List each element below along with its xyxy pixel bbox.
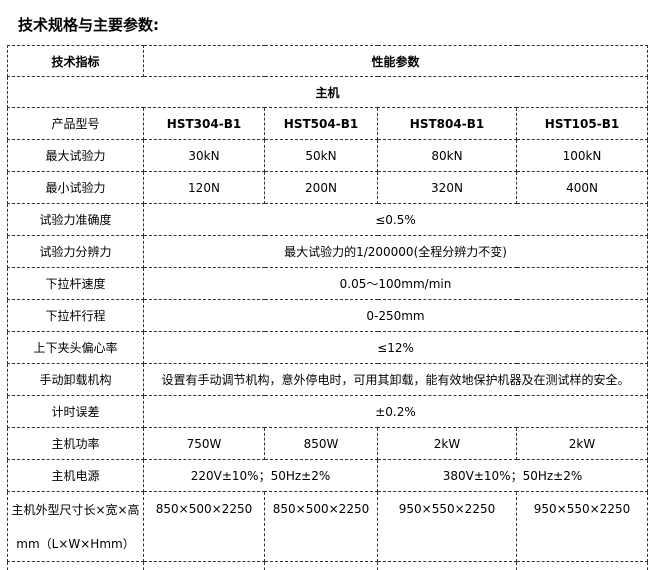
header-indicator: 技术指标 <box>7 45 144 77</box>
row-label: 主机电源 <box>7 459 144 492</box>
spec-table: 技术指标 性能参数 主机 产品型号 HST304-B1 HST504-B1 HS… <box>6 45 649 570</box>
empty-cell <box>143 561 265 570</box>
row-manual-unload: 手动卸载机构 设置有手动调节机构，意外停电时，可用其卸载，能有效地保护机器及在测… <box>7 363 649 396</box>
cell-value: 200N <box>264 171 378 204</box>
row-rod-speed: 下拉杆速度 0.05～100mm/min <box>7 267 649 300</box>
model-value: HST504-B1 <box>264 107 378 140</box>
cell-value: 850W <box>264 427 378 460</box>
cell-value-span: 最大试验力的1/200000(全程分辨力不变) <box>142 235 649 268</box>
cell-value: 30kN <box>143 139 265 172</box>
cell-value: 400N <box>515 171 649 204</box>
cell-value: 50kN <box>264 139 378 172</box>
header-parameter: 性能参数 <box>142 45 649 77</box>
empty-cell <box>264 561 378 570</box>
row-rod-travel: 下拉杆行程 0-250mm <box>7 299 649 332</box>
cell-value-span2: 380V±10%；50Hz±2% <box>376 459 649 492</box>
cell-value-span2: 220V±10%；50Hz±2% <box>143 459 378 492</box>
row-host-supply: 主机电源 220V±10%；50Hz±2% 380V±10%；50Hz±2% <box>7 459 649 492</box>
row-label: 试验力准确度 <box>7 203 144 236</box>
row-label: 主机功率 <box>7 427 144 460</box>
cell-value: 950×550×2250 <box>515 491 649 562</box>
cell-value-span: 0.05～100mm/min <box>142 267 649 300</box>
cell-value: 100kN <box>515 139 649 172</box>
cell-value-span: ≤0.5% <box>142 203 649 236</box>
empty-cell <box>377 561 517 570</box>
model-value: HST105-B1 <box>515 107 649 140</box>
empty-cell <box>515 561 649 570</box>
row-label: 计时误差 <box>7 395 144 428</box>
row-label: 上下夹头偏心率 <box>7 331 144 364</box>
model-value: HST304-B1 <box>143 107 265 140</box>
section-row-host: 主机 <box>6 76 649 108</box>
cell-value-span: 0-250mm <box>142 299 649 332</box>
row-force-accuracy: 试验力准确度 ≤0.5% <box>7 203 649 236</box>
row-max-force: 最大试验力 30kN 50kN 80kN 100kN <box>7 139 649 172</box>
row-label: 下拉杆速度 <box>7 267 144 300</box>
row-label: 产品型号 <box>7 107 144 140</box>
cell-value-span: ≤12% <box>142 331 649 364</box>
row-partial-clipped <box>7 561 649 570</box>
row-label: 最大试验力 <box>7 139 144 172</box>
row-label: 手动卸载机构 <box>7 363 144 396</box>
row-product-model: 产品型号 HST304-B1 HST504-B1 HST804-B1 HST10… <box>7 107 649 140</box>
cell-value: 750W <box>143 427 265 460</box>
row-label: 最小试验力 <box>7 171 144 204</box>
section-host-label: 主机 <box>6 76 649 108</box>
cell-value-span: ±0.2% <box>142 395 649 428</box>
cell-value: 850×500×2250 <box>264 491 378 562</box>
header-row: 技术指标 性能参数 <box>7 45 649 77</box>
row-grip-eccentricity: 上下夹头偏心率 ≤12% <box>7 331 649 364</box>
cell-value: 850×500×2250 <box>143 491 265 562</box>
row-force-resolution: 试验力分辨力 最大试验力的1/200000(全程分辨力不变) <box>7 235 649 268</box>
row-label: 试验力分辨力 <box>7 235 144 268</box>
cell-value: 950×550×2250 <box>377 491 517 562</box>
cell-value: 120N <box>143 171 265 204</box>
model-value: HST804-B1 <box>377 107 517 140</box>
empty-cell <box>7 561 144 570</box>
row-timing-error: 计时误差 ±0.2% <box>7 395 649 428</box>
row-label: 主机外型尺寸长×宽×高mm（L×W×Hmm） <box>7 491 144 562</box>
cell-value-span: 设置有手动调节机构，意外停电时，可用其卸载，能有效地保护机器及在测试样的安全。 <box>142 363 649 396</box>
cell-value: 2kW <box>377 427 517 460</box>
row-label: 下拉杆行程 <box>7 299 144 332</box>
cell-value: 80kN <box>377 139 517 172</box>
row-dimensions: 主机外型尺寸长×宽×高mm（L×W×Hmm） 850×500×2250 850×… <box>7 491 649 562</box>
row-host-power: 主机功率 750W 850W 2kW 2kW <box>7 427 649 460</box>
cell-value: 2kW <box>515 427 649 460</box>
page-title: 技术规格与主要参数: <box>18 16 159 34</box>
cell-value: 320N <box>377 171 517 204</box>
row-min-force: 最小试验力 120N 200N 320N 400N <box>7 171 649 204</box>
